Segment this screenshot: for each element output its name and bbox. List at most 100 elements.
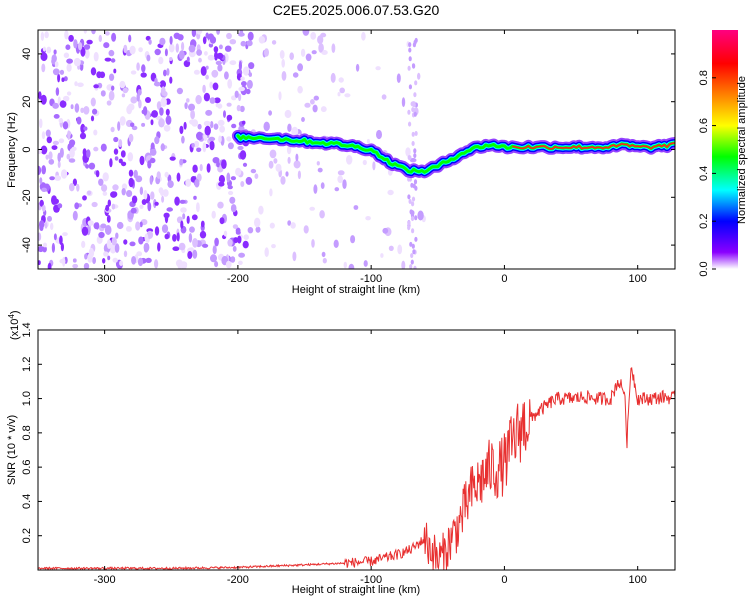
spectrogram-speckle-cell <box>102 172 109 182</box>
spectrogram-speckle-cell <box>226 136 232 142</box>
spectrogram-speckle-cell <box>111 85 115 91</box>
spectrogram-speckle-cell <box>108 49 115 57</box>
spectrogram-speckle-cell <box>196 49 203 56</box>
spectrogram-streak-cell <box>413 92 417 98</box>
spectrogram-speckle-cell <box>238 60 242 71</box>
spectrogram-speckle-cell <box>330 72 336 83</box>
spectrogram-speckle-cell <box>202 84 206 94</box>
spectrogram-speckle-cell <box>202 142 207 153</box>
spectrogram-speckle-cell <box>163 69 167 77</box>
spectrogram-speckle-cell <box>200 66 207 76</box>
spectrogram-speckle-cell <box>135 221 141 231</box>
spectrogram-speckle-cell <box>320 182 325 190</box>
spectrogram-speckle-cell <box>142 106 148 116</box>
spectrogram-speckle-cell <box>295 153 299 162</box>
spectrogram-speckle-cell <box>209 97 216 104</box>
spectrogram-speckle-cell <box>188 44 196 53</box>
spectrogram-speckle-cell <box>88 162 96 170</box>
spectrogram-speckle-cell <box>362 159 367 166</box>
spectrogram-speckle-cell <box>39 220 45 229</box>
spectrogram-speckle-cell <box>154 259 159 269</box>
spectrogram-speckle-cell <box>241 81 247 87</box>
spectrogram-speckle-cell <box>169 57 173 61</box>
spectrogram-speckle-cell <box>41 131 46 140</box>
spectrogram-speckle-cell <box>90 115 95 122</box>
spectrogram-speckle-cell <box>225 260 232 269</box>
spectrogram-speckle-cell <box>304 102 311 108</box>
spectrogram-speckle-cell <box>240 76 245 81</box>
spectrogram-speckle-cell <box>198 57 202 63</box>
spectrogram-speckle-cell <box>172 234 177 242</box>
spectrogram-speckle-cell <box>322 257 327 264</box>
spectrogram-speckle-cell <box>174 196 180 206</box>
spectrogram-speckle-cell <box>319 43 324 53</box>
spectrogram-speckle-cell <box>176 172 181 182</box>
spectrogram-speckle-cell <box>127 103 135 111</box>
spectrogram-speckle-cell <box>319 210 325 219</box>
spectrogram-speckle-cell <box>106 239 112 250</box>
spectrogram-speckle-cell <box>204 125 211 136</box>
spectrogram-speckle-cell <box>81 226 89 236</box>
spectrogram-speckle-cell <box>250 168 257 174</box>
spectrogram-speckle-cell <box>353 205 359 210</box>
spectrogram-speckle-cell <box>127 152 134 162</box>
spectrogram-speckle-cell <box>344 93 351 98</box>
spectrogram-speckle-cell <box>297 170 301 180</box>
spectrogram-speckle-cell <box>215 103 219 108</box>
spectrogram-speckle-cell <box>80 123 86 134</box>
spectrogram-speckle-cell <box>205 65 209 70</box>
y-tick-label: 0 <box>21 146 33 152</box>
spectrogram-speckle-cell <box>160 97 167 107</box>
spectrogram-speckle-cell <box>205 109 213 116</box>
spectrogram-speckle-cell <box>121 161 127 167</box>
spectrogram-speckle-cell <box>119 116 126 126</box>
spectrogram-speckle-cell <box>40 145 48 155</box>
spectrogram-speckle-cell <box>342 179 347 190</box>
spectrogram-speckle-cell <box>165 115 172 125</box>
snr-y-label: SNR (10 * v/v) <box>6 415 18 485</box>
spectrogram-speckle-cell <box>115 232 119 239</box>
spectrogram-streak-cell <box>413 179 418 185</box>
spectrogram-y-label: Frequency (Hz) <box>6 112 18 188</box>
spectrogram-speckle-cell <box>227 239 233 247</box>
spectrogram-speckle-cell <box>93 146 99 152</box>
spectrogram-speckle-cell <box>401 260 406 269</box>
colorbar-ticks: 0.0 0.2 0.4 0.6 0.8 <box>698 70 716 277</box>
spectrogram-speckle-cell <box>53 233 57 241</box>
spectrogram-speckle-cell <box>53 114 60 119</box>
spectrogram-speckle-cell <box>166 68 170 76</box>
spectrogram-speckle-cell <box>119 260 124 267</box>
spectrogram-speckle-cell <box>164 213 169 224</box>
spectrogram-speckle-cell <box>317 35 324 45</box>
spectrogram-speckle-cell <box>227 185 233 190</box>
spectrogram-speckle-cell <box>59 235 63 245</box>
y-tick-label: 1.4 <box>21 322 33 337</box>
spectrogram-speckle-cell <box>136 92 140 102</box>
spectrogram-streak-cell <box>408 47 412 53</box>
spectrogram-speckle-cell <box>136 62 140 71</box>
spectrogram-streak-cell <box>411 131 415 137</box>
spectrogram-speckle-cell <box>109 243 117 254</box>
spectrogram-speckle-cell <box>67 130 71 141</box>
snr-y-multiplier-exponent: 4 <box>7 314 16 319</box>
x-tick-label: 0 <box>501 574 507 586</box>
spectrogram-speckle-cell <box>86 149 91 159</box>
spectrogram-speckle-cell <box>175 43 179 53</box>
spectrogram-speckle-cell <box>104 225 112 235</box>
spectrogram-speckle-cell <box>297 63 303 72</box>
spectrogram-speckle-cell <box>205 32 209 39</box>
spectrogram-speckle-cell <box>189 226 195 233</box>
spectrogram-speckle-cell <box>51 242 56 253</box>
spectrogram-streak-cell <box>414 37 418 43</box>
spectrogram-speckle-cell <box>98 178 104 186</box>
spectrogram-streak-cell <box>411 201 415 207</box>
spectrogram-speckle-cell <box>224 45 232 52</box>
spectrogram-speckle-cell <box>169 35 173 45</box>
spectrogram-speckle-cell <box>303 225 309 234</box>
spectrogram-speckle-cell <box>83 106 90 115</box>
snr-panel: -300 -200 -100 0 100 0.2 0.4 0.6 0.8 1.0 1.2 1.4 H… <box>6 310 676 596</box>
spectrogram-speckle-cell <box>164 171 169 178</box>
spectrogram-speckle-cell <box>165 108 170 116</box>
spectrogram-streak-cell <box>409 264 413 269</box>
